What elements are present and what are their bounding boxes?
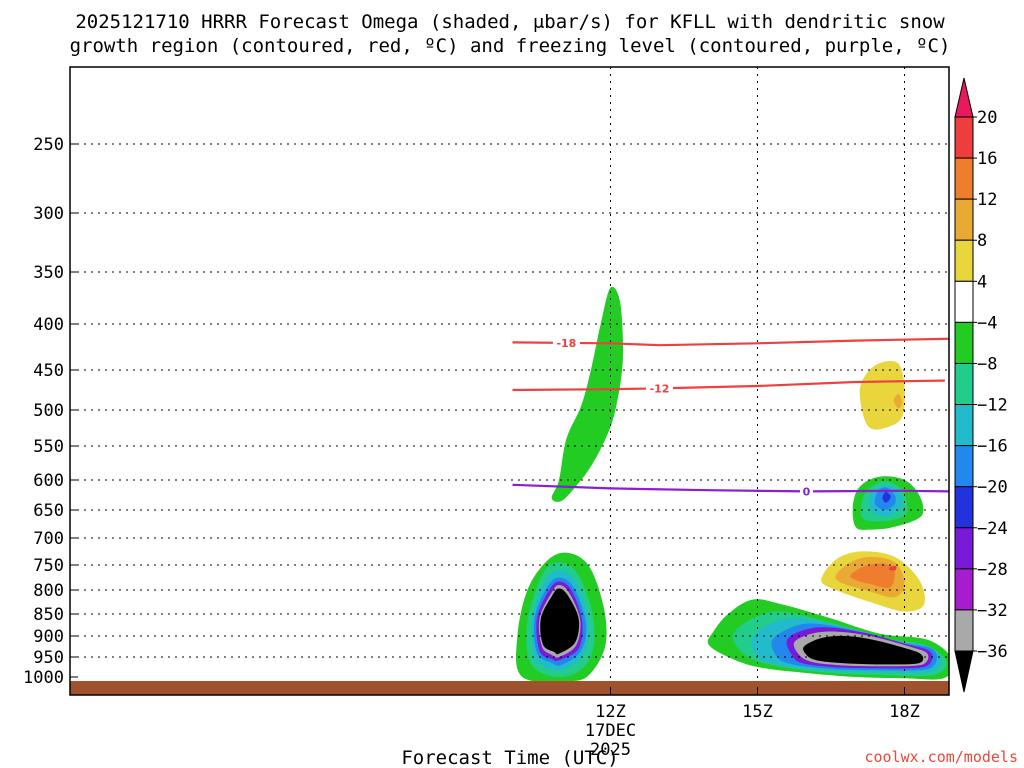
xtick-label: 2025 (590, 740, 631, 760)
plot-background (70, 67, 949, 695)
contour-label--18: -18 (556, 337, 576, 350)
colorbar-segment-1 (954, 157, 974, 200)
xtick-label: 12Z (595, 702, 626, 722)
ytick-label-700: 700 (33, 529, 64, 549)
credit-text: coolwx.com/models (864, 748, 1018, 766)
ytick-label-500: 500 (33, 401, 64, 421)
colorbar-label: −36 (977, 642, 1008, 662)
colorbar-label: 8 (977, 231, 987, 251)
ytick-label-300: 300 (33, 204, 64, 224)
chart-title-line1: 2025121710 HRRR Forecast Omega (shaded, … (75, 11, 945, 33)
colorbar-segment-10 (954, 527, 974, 570)
colorbar-segment-6 (954, 362, 974, 406)
ytick-label-950: 950 (33, 648, 64, 668)
colorbar-label: −32 (977, 601, 1008, 621)
colorbar-segment-12 (954, 609, 974, 652)
colorbar-label: −20 (977, 478, 1008, 498)
colorbar-bottom-arrow (954, 650, 974, 693)
chart-title-line2: growth region (contoured, red, ºC) and f… (70, 35, 951, 57)
omega-region-25 (893, 393, 902, 409)
ytick-label-750: 750 (33, 556, 64, 576)
ytick-label-900: 900 (33, 627, 64, 647)
colorbar-label: −12 (977, 396, 1008, 416)
ytick-label-450: 450 (33, 361, 64, 381)
colorbar-segment-7 (954, 404, 974, 447)
colorbar-label: 4 (977, 272, 987, 292)
terrain (70, 681, 949, 695)
ytick-label-600: 600 (33, 471, 64, 491)
contour-label--12: -12 (650, 382, 670, 395)
ytick-label-1000: 1000 (23, 668, 64, 688)
ytick-label-250: 250 (33, 135, 64, 155)
contour-label-0: 0 (803, 485, 811, 498)
ytick-label-800: 800 (33, 581, 64, 601)
plot-frame (69, 66, 950, 696)
colorbar-segment-8 (954, 445, 974, 488)
contour-label--18: -18 (993, 334, 1013, 347)
omega-region-23 (889, 565, 897, 571)
contour-label-bg (800, 484, 813, 499)
contour-label-bg (944, 373, 949, 388)
x-axis-ticks: 12Z17DEC202515Z18Z21Z00Z18DEC03Z (585, 687, 920, 760)
contour-label-bg (989, 333, 1016, 347)
contour-line--12 (512, 379, 949, 392)
xtick-label: 15Z (742, 702, 773, 722)
colorbar-segment-11 (954, 568, 974, 611)
contour-label-bg (552, 335, 580, 350)
omega-shading (515, 286, 949, 683)
colorbar-segment-2 (954, 198, 974, 241)
ytick-label-550: 550 (33, 437, 64, 457)
omega-region-19 (882, 491, 891, 503)
ytick-label-350: 350 (33, 263, 64, 283)
omega-region-24 (859, 360, 905, 430)
colorbar-top-arrow (954, 77, 974, 118)
colorbar-label: −24 (977, 519, 1008, 539)
terrain-band (70, 681, 949, 695)
colorbar-segment-5 (954, 321, 974, 364)
x-axis-label: Forecast Time (UTC) (401, 747, 618, 768)
colorbar-segment-3 (954, 239, 974, 282)
colorbar-segment-4 (954, 280, 974, 323)
colorbar-label: 12 (977, 190, 997, 210)
contour-label-bg (646, 381, 673, 396)
omega-region-0 (551, 286, 624, 502)
ytick-label-400: 400 (33, 315, 64, 335)
omega-region-7 (540, 588, 580, 655)
contour-line--18 (512, 337, 949, 347)
isotherm-contours: -18-18-12-12-120 (512, 333, 1016, 499)
colorbar: 20 16 12 8 4 −4 −8 −12 −16 −20 −24 −28 −32 −36 (954, 77, 1008, 693)
ytick-label-650: 650 (33, 501, 64, 521)
xtick-label: 17DEC (585, 721, 636, 741)
y-axis-ticks: 2503003504004505005506006507007508008509… (23, 135, 78, 688)
colorbar-label: −28 (977, 560, 1008, 580)
omega-region-22 (850, 563, 895, 588)
colorbar-label: −16 (977, 437, 1008, 457)
colorbar-label: 20 (977, 108, 997, 128)
colorbar-label: −8 (977, 354, 997, 374)
colorbar-segment-0 (954, 116, 974, 159)
colorbar-segment-9 (954, 486, 974, 529)
xtick-label: 18Z (889, 702, 920, 722)
ytick-label-850: 850 (33, 605, 64, 625)
contour-line-0 (512, 483, 949, 493)
colorbar-label: −4 (977, 313, 997, 333)
colorbar-label: 16 (977, 149, 997, 169)
